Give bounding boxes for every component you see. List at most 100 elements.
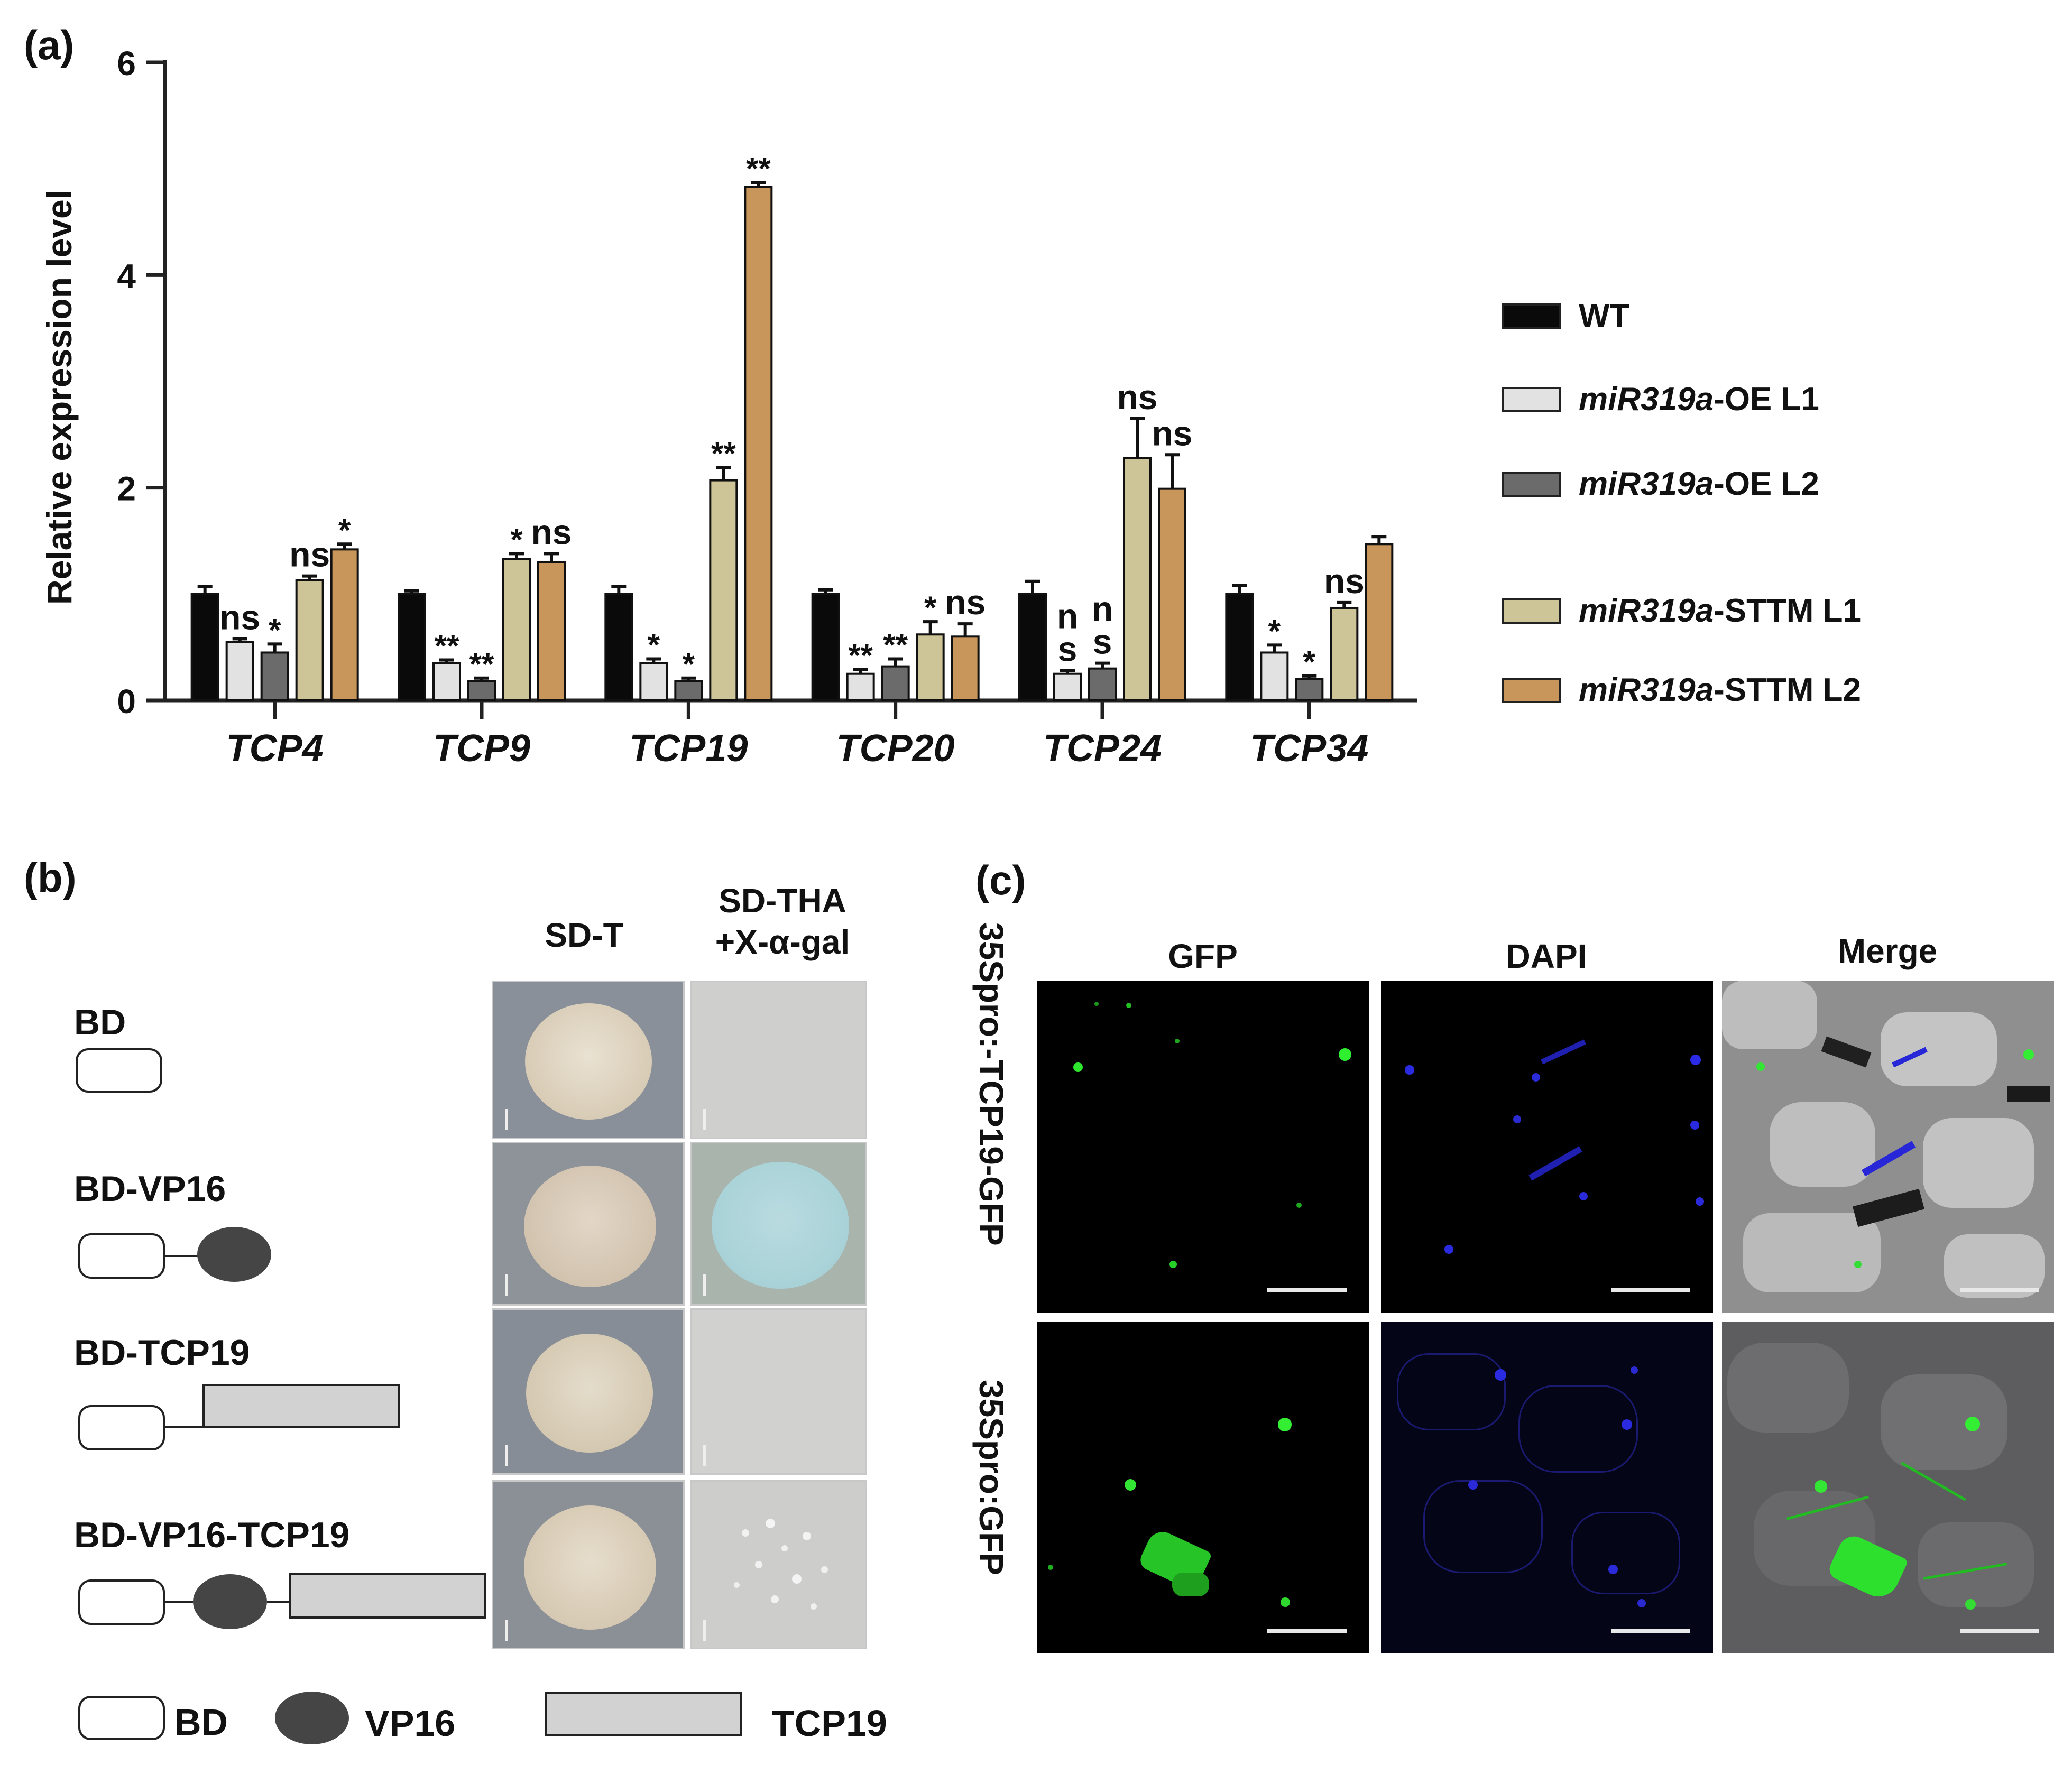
significance-label: * <box>1303 644 1316 680</box>
cell-region <box>1881 1374 2007 1470</box>
bar-tcp34-series-2 <box>1295 678 1324 702</box>
legend-swatch <box>1502 598 1561 624</box>
plate-bd-sd-tha <box>690 981 867 1139</box>
plate-bd-vp16-sd-t <box>492 1142 685 1306</box>
micrograph-tcp19-merge <box>1722 981 2054 1313</box>
legend-item: miR319a-STTM L2 <box>1502 671 1861 709</box>
significance-label: * <box>269 612 281 648</box>
nucleus-signal <box>1094 1002 1099 1006</box>
nucleus-signal <box>1532 1073 1540 1082</box>
key-label-vp16: VP16 <box>365 1703 456 1744</box>
scale-bar <box>1611 1288 1690 1292</box>
micrograph-gfp-merge <box>1722 1322 2054 1653</box>
significance-label: ns <box>1152 413 1192 452</box>
cell-outline <box>1397 1353 1506 1430</box>
micrograph-gfp-dapi-channel <box>1381 1322 1713 1653</box>
nucleus-signal <box>1631 1366 1638 1374</box>
bar-tcp24-series-3 <box>1123 457 1152 702</box>
bar-tcp19-series-3 <box>709 479 738 702</box>
yeast-colony <box>524 1166 656 1287</box>
row-label-tcp19-gfp: 35Spro:-TCP19-GFP <box>972 922 1010 1246</box>
legend-item: miR319a-STTM L1 <box>1502 592 1861 630</box>
bar-tcp20-series-0 <box>811 593 840 702</box>
column-header-dapi: DAPI <box>1506 937 1587 975</box>
scale-bar <box>1611 1629 1690 1633</box>
bar-tcp34-series-0 <box>1225 593 1254 702</box>
key-tcp19-swatch <box>545 1692 742 1736</box>
cell-outline <box>1423 1480 1543 1573</box>
plate-bd-vp16-sd-tha <box>690 1142 867 1306</box>
small-colony <box>821 1566 828 1573</box>
nucleus-signal <box>1637 1599 1646 1607</box>
legend-swatch <box>1502 471 1561 497</box>
bar-tcp9-series-1 <box>432 662 461 702</box>
nucleus-signal <box>1278 1418 1292 1431</box>
nucleus-signal <box>1854 1261 1862 1268</box>
scale-bar <box>703 1620 706 1641</box>
bar-tcp20-series-2 <box>881 665 910 702</box>
yeast-colony <box>526 1334 653 1453</box>
nucleus-signal <box>1690 1121 1699 1130</box>
bar-tcp4-series-0 <box>190 593 219 702</box>
nucleus-signal <box>1965 1599 1976 1610</box>
y-tick-label: 4 <box>117 257 136 295</box>
cell-wall <box>1821 1036 1872 1068</box>
column-header-gfp: GFP <box>1168 937 1238 975</box>
nucleus-signal <box>1175 1039 1180 1043</box>
scale-bar <box>703 1109 706 1130</box>
micrograph-tcp19-gfp-channel <box>1037 981 1369 1313</box>
legend-label: miR319a-OE L1 <box>1579 381 1819 418</box>
x-tick-label-tcp24: TCP24 <box>1043 727 1162 770</box>
nucleus-signal <box>1608 1565 1618 1574</box>
scale-bar <box>505 1620 508 1641</box>
legend-label: WT <box>1579 298 1630 334</box>
cell-region <box>1770 1102 1875 1187</box>
scale-bar <box>505 1274 508 1296</box>
legend-label: miR319a-OE L2 <box>1579 466 1819 502</box>
x-tick-label-tcp4: TCP4 <box>226 727 324 770</box>
nucleus-signal <box>1048 1565 1053 1570</box>
y-tick-label: 6 <box>117 44 136 82</box>
construct-label-bd-vp16: BD-VP16 <box>74 1169 226 1209</box>
cell-region <box>1944 1234 2045 1298</box>
plate-bd-vp16-tcp19-sd-tha <box>690 1480 867 1649</box>
scale-bar <box>1267 1288 1347 1292</box>
construct-label-bd-tcp19: BD-TCP19 <box>74 1333 250 1373</box>
bar-tcp4-series-1 <box>225 641 254 701</box>
nucleus-signal <box>1513 1115 1521 1123</box>
cell-region <box>1722 981 1817 1049</box>
bar-tcp9-series-4 <box>537 561 566 701</box>
small-colony <box>755 1561 762 1568</box>
nucleus-signal <box>1696 1197 1704 1206</box>
dapi-filament <box>1541 1039 1586 1065</box>
significance-label: ns <box>1324 561 1365 600</box>
small-colony <box>771 1595 779 1603</box>
nucleus-signal <box>1495 1369 1506 1381</box>
key-label-bd: BD <box>174 1702 228 1743</box>
scale-bar <box>1960 1288 2039 1292</box>
x-tick-label-tcp9: TCP9 <box>433 727 530 770</box>
bar-tcp4-series-4 <box>330 548 359 702</box>
significance-label: s <box>1058 630 1078 669</box>
construct-bd-vp16-tcp19-diagram <box>78 1573 486 1629</box>
construct-bd-tcp19-diagram <box>78 1384 400 1450</box>
construct-label-bd-vp16-tcp19: BD-VP16-TCP19 <box>74 1515 350 1555</box>
scale-bar <box>703 1274 706 1296</box>
cell-region <box>1923 1118 2034 1208</box>
x-tick-label-tcp19: TCP19 <box>629 727 748 770</box>
nucleus-signal <box>1126 1003 1131 1008</box>
construct-diagrams <box>76 1048 486 1744</box>
nucleus-signal <box>1468 1480 1478 1490</box>
y-tick-label: 2 <box>117 470 136 508</box>
cell-wall <box>1853 1188 1924 1227</box>
nucleus-signal <box>1169 1261 1177 1268</box>
nucleus-signal <box>1815 1480 1827 1493</box>
nucleus-signal <box>1622 1419 1632 1430</box>
significance-label: ** <box>435 629 459 664</box>
small-colony <box>766 1519 775 1528</box>
nucleus-signal <box>1296 1203 1302 1208</box>
micrograph-tcp19-dapi-channel <box>1381 981 1713 1313</box>
significance-label: ns <box>289 535 330 574</box>
nucleus-signal <box>1690 1055 1701 1065</box>
small-colony <box>781 1545 788 1551</box>
